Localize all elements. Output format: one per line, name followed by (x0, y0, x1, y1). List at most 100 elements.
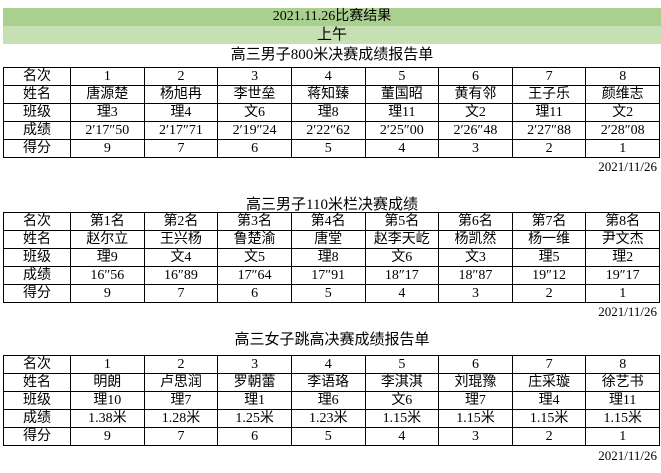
cell-score: 5 (290, 284, 366, 303)
row-label: 成绩 (3, 121, 71, 140)
cell-name: 黄有邻 (438, 85, 513, 104)
cell-result: 2′25″00 (364, 121, 440, 140)
cell-class: 理8 (290, 248, 366, 267)
cell-name: 王子乐 (511, 85, 587, 104)
table-row-result: 成绩 1.38米 1.28米 1.25米 1.23米 1.15米 1.15米 1.15米 1.1… (3, 409, 660, 428)
cell-result: 19″17 (585, 266, 660, 285)
cell-result: 1.28米 (143, 409, 219, 428)
table-row-rank: 名次 第1名 第2名 第3名 第4名 第5名 第6名 第7名 第8名 (3, 212, 660, 231)
cell-score: 3 (438, 427, 513, 446)
cell-result: 2′28″08 (585, 121, 660, 140)
cell-rank: 第7名 (511, 212, 587, 231)
table-row-result: 成绩 16″56 16″89 17″64 17″91 18″17 18″87 19″12 19″… (3, 266, 660, 285)
cell-name: 尹文杰 (585, 230, 660, 249)
cell-class: 理4 (511, 391, 587, 410)
cell-score: 4 (364, 427, 440, 446)
row-label: 得分 (3, 284, 71, 303)
cell-score: 5 (290, 427, 366, 446)
cell-class: 理8 (290, 103, 366, 122)
table-title: 高三男子110米栏决赛成绩 (246, 197, 418, 213)
cell-name: 刘琨豫 (438, 373, 513, 392)
cell-rank: 第5名 (364, 212, 440, 231)
results-table: 名次 1 2 3 4 5 6 7 8 姓名 明朗 卢思润 罗朝蕾 李语珞 李淇淇 刘琨豫 庄采璇 徐艺书 班级 理10… (3, 355, 660, 446)
cell-class: 文2 (585, 103, 660, 122)
cell-rank: 5 (364, 355, 440, 374)
cell-class: 文6 (364, 248, 440, 267)
cell-class: 理5 (511, 248, 587, 267)
cell-class: 文2 (438, 103, 513, 122)
cell-name: 王兴杨 (143, 230, 219, 249)
cell-rank: 1 (70, 355, 145, 374)
cell-result: 2′19″24 (217, 121, 292, 140)
cell-result: 1.38米 (70, 409, 145, 428)
cell-class: 理7 (438, 391, 513, 410)
cell-rank: 3 (217, 355, 292, 374)
table-row-class: 班级 理10 理7 理1 理6 文6 理7 理4 理11 (3, 391, 660, 410)
cell-score: 6 (217, 427, 292, 446)
cell-score: 4 (364, 284, 440, 303)
cell-rank: 4 (290, 67, 366, 86)
cell-rank: 5 (364, 67, 440, 86)
table-title: 高三男子800米决赛成绩报告单 (230, 47, 434, 63)
cell-result: 18″87 (438, 266, 513, 285)
row-label: 班级 (3, 103, 71, 122)
cell-class: 文6 (364, 391, 440, 410)
cell-rank: 7 (511, 67, 587, 86)
cell-class: 文6 (217, 103, 292, 122)
cell-score: 1 (585, 139, 660, 158)
cell-score: 6 (217, 139, 292, 158)
cell-score: 2 (511, 139, 587, 158)
row-label: 班级 (3, 391, 71, 410)
report-date: 2021/11/26 (598, 448, 657, 463)
row-label: 得分 (3, 427, 71, 446)
cell-rank: 第2名 (143, 212, 219, 231)
cell-rank: 4 (290, 355, 366, 374)
cell-name: 李世垒 (217, 85, 292, 104)
cell-rank: 第6名 (438, 212, 513, 231)
row-label: 成绩 (3, 266, 71, 285)
cell-result: 16″89 (143, 266, 219, 285)
report-date: 2021/11/26 (598, 304, 657, 319)
cell-rank: 第8名 (585, 212, 660, 231)
cell-class: 理3 (70, 103, 145, 122)
cell-name: 赵李天屹 (364, 230, 440, 249)
cell-result: 2′26″48 (438, 121, 513, 140)
results-table: 名次 第1名 第2名 第3名 第4名 第5名 第6名 第7名 第8名 姓名 赵尔立 王兴杨 鲁楚渝 唐堂赵… (3, 212, 660, 303)
cell-result: 2′17″71 (143, 121, 219, 140)
row-label: 名次 (3, 67, 71, 86)
cell-result: 19″12 (511, 266, 587, 285)
table-row-score: 得分 9 7 6 5 4 3 2 1 (3, 427, 660, 446)
cell-score: 7 (143, 139, 219, 158)
cell-score: 3 (438, 284, 513, 303)
cell-class: 文5 (217, 248, 292, 267)
cell-result: 2′17″50 (70, 121, 145, 140)
table-row-result: 成绩 2′17″50 2′17″71 2′19″24 2′22″62 2′25″00 2′2… (3, 121, 660, 140)
cell-name: 罗朝蕾 (217, 373, 292, 392)
cell-result: 1.23米 (290, 409, 366, 428)
table-row-class: 班级 理9 文4 文5 理8 文6 文3 理5 理2 (3, 248, 660, 267)
cell-class: 文3 (438, 248, 513, 267)
cell-score: 3 (438, 139, 513, 158)
cell-score: 5 (290, 139, 366, 158)
cell-name: 明朗 (70, 373, 145, 392)
table-row-class: 班级 理3 理4 文6 理8 理11 文2 理11 文2 (3, 103, 660, 122)
cell-name: 卢思润 (143, 373, 219, 392)
cell-class: 理10 (70, 391, 145, 410)
table-row-name: 姓名 赵尔立 王兴杨 鲁楚渝 唐堂 赵李天屹 杨凯然 杨一维 尹文杰 (3, 230, 660, 249)
cell-score: 7 (143, 284, 219, 303)
session-label: 上午 (3, 26, 661, 44)
cell-result: 17″91 (290, 266, 366, 285)
cell-rank: 2 (143, 67, 219, 86)
cell-score: 1 (585, 427, 660, 446)
cell-result: 1.25米 (217, 409, 292, 428)
cell-rank: 第1名 (70, 212, 145, 231)
cell-class: 理11 (585, 391, 660, 410)
row-label: 姓名 (3, 230, 71, 249)
cell-result: 16″56 (70, 266, 145, 285)
cell-rank: 2 (143, 355, 219, 374)
cell-result: 17″64 (217, 266, 292, 285)
cell-result: 1.15米 (585, 409, 660, 428)
cell-rank: 第4名 (290, 212, 366, 231)
cell-rank: 7 (511, 355, 587, 374)
cell-score: 9 (70, 139, 145, 158)
